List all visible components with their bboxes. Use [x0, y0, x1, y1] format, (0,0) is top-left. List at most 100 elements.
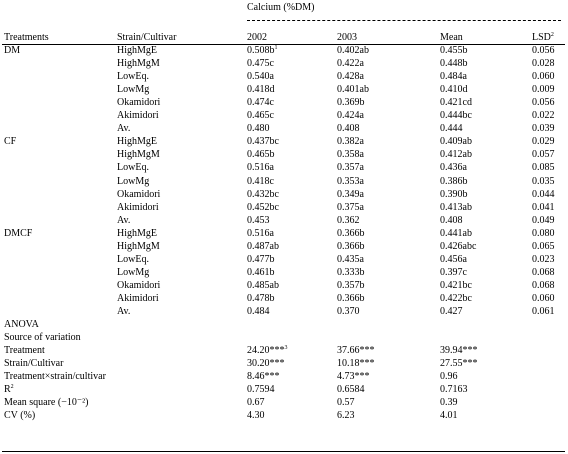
- header-2002: 2002: [247, 32, 267, 43]
- header-calcium: Calcium (%DM): [247, 2, 315, 13]
- value-2003-cell: 0.366b: [337, 228, 365, 239]
- value-2002-cell: 0.484: [247, 306, 270, 317]
- header-2003: 2003: [337, 32, 357, 43]
- anova-mean-cell: 0.96: [440, 371, 458, 382]
- lsd-cell: 0.056: [532, 97, 555, 108]
- lsd-cell: 0.041: [532, 202, 555, 213]
- value-2003-cell: 0.349a: [337, 189, 364, 200]
- mean-cell: 0.390b: [440, 189, 468, 200]
- lsd-cell: 0.028: [532, 58, 555, 69]
- value-2003-cell: 0.408: [337, 123, 360, 134]
- anova-2003-cell: 0.6584: [337, 384, 365, 395]
- lsd-cell: 0.022: [532, 110, 555, 121]
- anova-source: Source of variation: [4, 332, 81, 343]
- header-mean: Mean: [440, 32, 463, 43]
- value-2003-cell: 0.353a: [337, 176, 364, 187]
- value-2003-cell: 0.362: [337, 215, 360, 226]
- cultivar-cell: Okamidori: [117, 97, 161, 108]
- value-2003-cell: 0.375a: [337, 202, 364, 213]
- anova-2002-cell: 24.20***3: [247, 345, 288, 356]
- header-treatments: Treatments: [4, 32, 49, 43]
- anova-2002-cell: 8.46***: [247, 371, 280, 382]
- anova-row-label: Strain/Cultivar: [4, 358, 64, 369]
- anova-2002-cell: 4.30: [247, 410, 265, 421]
- value-2002-cell: 0.452bc: [247, 202, 279, 213]
- value-2002-cell: 0.480: [247, 123, 270, 134]
- group-label: DM: [4, 45, 21, 56]
- value-2003-cell: 0.422a: [337, 58, 364, 69]
- value-2003-cell: 0.357b: [337, 280, 365, 291]
- header-lsd: LSD2: [532, 32, 554, 43]
- lsd-cell: 0.068: [532, 280, 555, 291]
- lsd-cell: 0.068: [532, 267, 555, 278]
- mean-cell: 0.426abc: [440, 241, 477, 252]
- group-label: DMCF: [4, 228, 33, 239]
- cultivar-cell: LowMg: [117, 84, 150, 95]
- mean-cell: 0.448b: [440, 58, 468, 69]
- anova-2003-cell: 0.57: [337, 397, 355, 408]
- anova-mean-cell: 0.39: [440, 397, 458, 408]
- cultivar-cell: HighMgM: [117, 58, 160, 69]
- value-2003-cell: 0.424a: [337, 110, 364, 121]
- cultivar-cell: HighMgM: [117, 149, 160, 160]
- lsd-cell: 0.009: [532, 84, 555, 95]
- anova-2002-cell: 0.7594: [247, 384, 275, 395]
- value-2003-cell: 0.428a: [337, 71, 364, 82]
- mean-cell: 0.410d: [440, 84, 468, 95]
- group-label: CF: [4, 136, 17, 147]
- anova-row-label: R2: [4, 384, 14, 395]
- cultivar-cell: Av.: [117, 306, 131, 317]
- cultivar-cell: Akimidori: [117, 110, 159, 121]
- value-2002-cell: 0.465b: [247, 149, 275, 160]
- anova-row-label: Treatment×strain/cultivar: [4, 371, 106, 382]
- value-2003-cell: 0.435a: [337, 254, 364, 265]
- header-dashed-rule: [247, 20, 561, 21]
- mean-cell: 0.421cd: [440, 97, 472, 108]
- cultivar-cell: Av.: [117, 215, 131, 226]
- cultivar-cell: HighMgE: [117, 45, 157, 56]
- anova-row-label: Treatment: [4, 345, 45, 356]
- value-2003-cell: 0.369b: [337, 97, 365, 108]
- cultivar-cell: LowMg: [117, 267, 150, 278]
- mean-cell: 0.386b: [440, 176, 468, 187]
- header-rule: [2, 44, 565, 45]
- lsd-cell: 0.060: [532, 71, 555, 82]
- value-2003-cell: 0.402ab: [337, 45, 369, 56]
- mean-cell: 0.484a: [440, 71, 467, 82]
- value-2002-cell: 0.475c: [247, 58, 274, 69]
- lsd-cell: 0.060: [532, 293, 555, 304]
- bottom-rule: [2, 451, 565, 452]
- cultivar-cell: LowEq.: [117, 162, 149, 173]
- lsd-cell: 0.057: [532, 149, 555, 160]
- value-2002-cell: 0.474c: [247, 97, 274, 108]
- anova-title: ANOVA: [4, 319, 39, 330]
- value-2002-cell: 0.516a: [247, 162, 274, 173]
- lsd-cell: 0.044: [532, 189, 555, 200]
- value-2002-cell: 0.508b1: [247, 45, 278, 56]
- value-2002-cell: 0.461b: [247, 267, 275, 278]
- mean-cell: 0.421bc: [440, 280, 472, 291]
- mean-cell: 0.444bc: [440, 110, 472, 121]
- value-2002-cell: 0.437bc: [247, 136, 279, 147]
- value-2003-cell: 0.366b: [337, 241, 365, 252]
- value-2003-cell: 0.333b: [337, 267, 365, 278]
- anova-2003-cell: 4.73***: [337, 371, 370, 382]
- cultivar-cell: Okamidori: [117, 189, 161, 200]
- value-2002-cell: 0.477b: [247, 254, 275, 265]
- value-2002-cell: 0.516a: [247, 228, 274, 239]
- lsd-cell: 0.080: [532, 228, 555, 239]
- mean-cell: 0.412ab: [440, 149, 472, 160]
- anova-mean-cell: 27.55***: [440, 358, 478, 369]
- lsd-cell: 0.085: [532, 162, 555, 173]
- value-2002-cell: 0.418c: [247, 176, 274, 187]
- value-2003-cell: 0.357a: [337, 162, 364, 173]
- mean-cell: 0.456a: [440, 254, 467, 265]
- mean-cell: 0.413ab: [440, 202, 472, 213]
- mean-cell: 0.444: [440, 123, 463, 134]
- anova-row-label: Mean square (−10⁻²): [4, 397, 89, 408]
- mean-cell: 0.436a: [440, 162, 467, 173]
- cultivar-cell: LowEq.: [117, 254, 149, 265]
- lsd-cell: 0.061: [532, 306, 555, 317]
- mean-cell: 0.397c: [440, 267, 467, 278]
- cultivar-cell: HighMgE: [117, 136, 157, 147]
